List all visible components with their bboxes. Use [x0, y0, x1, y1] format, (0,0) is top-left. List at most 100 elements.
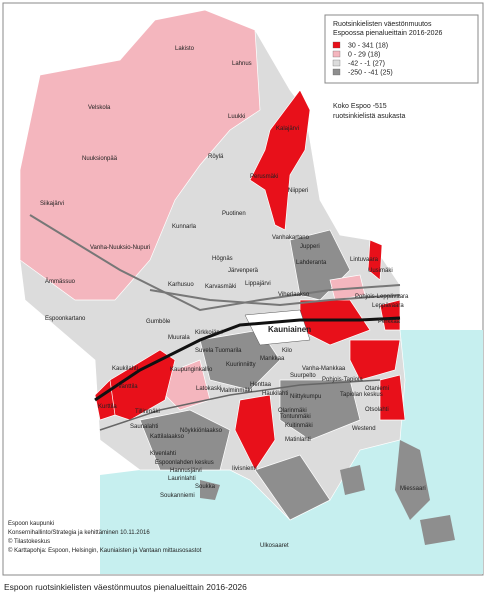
place-label: Lippajärvi: [245, 281, 271, 287]
legend-label: -42 - -1 (27): [348, 61, 385, 68]
place-label: Latokaski: [196, 386, 221, 392]
place-label: Pohjois-Tapiola: [322, 377, 363, 383]
place-label: Vanha-Nuuksio-Nupuri: [90, 245, 150, 251]
place-label: Kilo: [282, 348, 293, 354]
place-label: Tontunmäki: [280, 414, 311, 420]
place-label: Gumböle: [146, 319, 171, 325]
place-label: Vanha-Mankkaa: [302, 366, 346, 372]
place-label: Soukka: [195, 484, 216, 490]
place-label: Malminmäki: [220, 388, 252, 394]
place-label: Henttaa: [250, 382, 272, 388]
place-label: Leppävaara: [372, 303, 404, 309]
place-label: Suurpelto: [290, 373, 316, 379]
road: [149, 289, 401, 307]
place-label: Kuitinmäki: [285, 423, 313, 429]
place-label: Kattilalaakso: [150, 434, 185, 440]
place-label: Iivisniemi: [232, 466, 257, 472]
place-label: Lintuvaara: [350, 257, 379, 263]
place-label: Puotinen: [222, 211, 246, 217]
place-label: Kaukilahti: [112, 366, 138, 372]
place-label: Ulkosaaret: [260, 543, 289, 549]
place-label: Velskola: [88, 105, 111, 111]
legend-swatch: [332, 41, 341, 49]
place-label: Lahnus: [232, 61, 252, 67]
place-label: Espoonkartano: [45, 316, 86, 322]
place-label: Vanhakartano: [272, 235, 310, 241]
legend-title: Espoossa pienalueittain 2016-2026: [333, 30, 442, 37]
place-label: Miessaari: [400, 486, 426, 492]
place-label: Kuurinniitty: [226, 362, 256, 368]
place-label: Röylä: [208, 154, 224, 160]
kauniainen-area: [244, 309, 311, 346]
place-label: Lahderanta: [296, 260, 327, 266]
place-label: Karhusuo: [168, 282, 194, 288]
place-label: Tuomarila: [215, 348, 242, 354]
credit: © Karttapohja: Espoon, Helsingin, Kaunia…: [8, 547, 202, 554]
place-label: Uusimäki: [368, 268, 393, 274]
place-label: Tillinmäki: [135, 409, 160, 415]
place-label: Kivenlahti: [150, 451, 176, 457]
place-label: Soukanniemi: [160, 493, 195, 499]
legend-swatch: [332, 68, 341, 76]
place-label: Laurinlahti: [168, 476, 196, 482]
place-label: Hannusjärvi: [170, 468, 202, 474]
place-label: Järvenperä: [228, 268, 259, 274]
region: [94, 89, 406, 471]
credit: Konsernihallinto/Strategia ja kehittämin…: [8, 530, 150, 536]
legend-swatch: [332, 59, 341, 67]
place-label: Niipperi: [288, 188, 308, 194]
place-label: Kalajärvi: [276, 126, 299, 132]
legend: Ruotsinkielisten väestönmuutos Espoossa …: [324, 14, 479, 84]
place-label: Högnäs: [212, 256, 233, 262]
legend-label: -250 - -41 (25): [348, 70, 393, 77]
place-label: Otaniemi: [365, 386, 389, 392]
caption: Espoon ruotsinkielisten väestönmuutos pi…: [4, 582, 247, 592]
legend-label: 0 - 29 (18): [348, 52, 380, 59]
place-label: Mankkaa: [260, 356, 285, 362]
place-label: Kunnarla: [172, 224, 197, 230]
place-label: Siikajärvi: [40, 201, 64, 207]
legend-box: [324, 14, 479, 84]
credit: © Tilastokeskus: [8, 538, 50, 545]
place-label: Perusmäki: [250, 174, 278, 180]
note: Koko Espoo -515: [333, 103, 387, 110]
place-label: Vanttila: [118, 384, 138, 390]
place-label: Muurala: [168, 335, 190, 341]
region: [19, 9, 261, 301]
island: [200, 440, 455, 545]
place-label: Pohjois-Leppävaara: [355, 294, 409, 300]
place-label: Karvasmäki: [205, 284, 236, 290]
place-label: Ämmässuo: [45, 278, 76, 285]
place-label: Perkkaa: [378, 319, 401, 325]
place-label: Lakisto: [175, 46, 195, 52]
place-label: Otsolahti: [365, 407, 389, 413]
place-label: Niittykumpu: [290, 394, 321, 400]
place-label: Luukki: [228, 114, 245, 120]
note: ruotsinkielistä asukasta: [333, 113, 405, 120]
credit: Espoon kaupunki: [8, 521, 54, 527]
place-label: Tapiolan keskus: [340, 392, 383, 398]
place-label: Nuuksionpää: [82, 156, 118, 162]
railway: [94, 316, 401, 402]
place-label: Haukilahti: [262, 391, 288, 397]
place-label: Nöykkiönlaakso: [180, 428, 223, 434]
legend-label: 30 - 341 (18): [348, 43, 388, 50]
place-label: Viherlaakso: [278, 292, 310, 298]
place-label: Kirkkojärvi: [195, 330, 223, 336]
place-label: Kauniainen: [268, 325, 311, 334]
place-label: Saunalahti: [130, 424, 158, 430]
place-label: Jupperi: [300, 244, 320, 250]
place-label: Westend: [352, 426, 376, 432]
legend-swatch: [332, 50, 341, 58]
place-label: Espoonlahden keskus: [155, 460, 214, 466]
place-label: Kurttila: [98, 404, 117, 410]
place-label: Matinlahti: [285, 437, 311, 443]
place-label: Kaupunginkallio: [170, 367, 213, 373]
road: [99, 379, 381, 431]
place-label: Olarinmäki: [278, 408, 307, 414]
road: [29, 214, 401, 312]
place-label: Suvela: [195, 348, 214, 354]
legend-title: Ruotsinkielisten väestönmuutos: [333, 21, 432, 28]
